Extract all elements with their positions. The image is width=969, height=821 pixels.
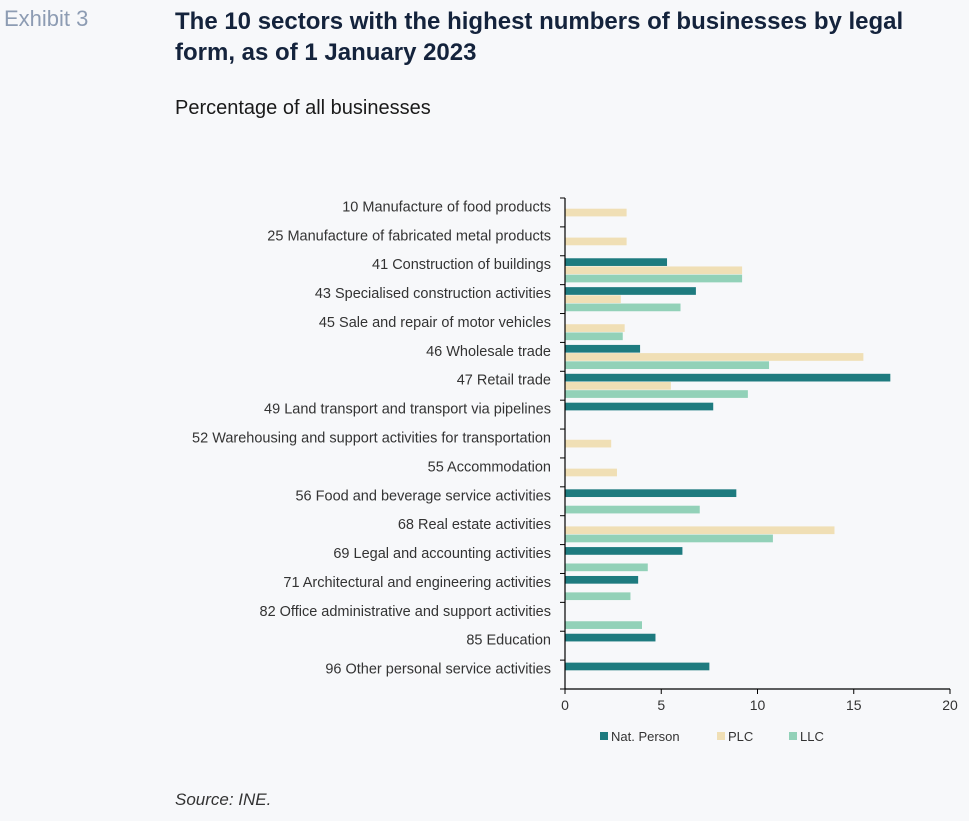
legend-swatch (789, 732, 797, 740)
legend-label: PLC (728, 729, 753, 744)
bar-llc-5 (565, 361, 770, 370)
category-label: 55 Accommodation (428, 459, 551, 475)
bar-plc-8 (565, 439, 612, 448)
bar-plc-11 (565, 526, 835, 535)
bar-llc-13 (565, 592, 631, 601)
bar-llc-11 (565, 534, 773, 543)
bar-plc-9 (565, 468, 617, 477)
bar-llc-14 (565, 621, 642, 629)
bar-llc-2 (565, 274, 743, 283)
bar-nat-person-16 (565, 662, 710, 671)
source-note: Source: INE. (175, 790, 272, 809)
x-tick-label: 5 (657, 697, 665, 713)
bar-llc-6 (565, 390, 748, 398)
category-label: 49 Land transport and transport via pipe… (264, 402, 551, 418)
category-label: 82 Office administrative and support act… (260, 604, 552, 620)
bar-nat-person-2 (565, 258, 668, 266)
bar-nat-person-15 (565, 633, 656, 642)
x-tick-label: 0 (561, 697, 569, 713)
legend-label: Nat. Person (611, 729, 680, 744)
bar-llc-3 (565, 303, 681, 312)
bar-llc-10 (565, 505, 700, 514)
bar-nat-person-7 (565, 402, 714, 411)
category-label: 43 Specialised construction activities (315, 286, 551, 302)
bar-plc-2 (565, 266, 743, 275)
x-tick-label: 20 (942, 697, 958, 713)
chart-title: The 10 sectors with the highest numbers … (175, 8, 904, 66)
bar-plc-0 (565, 208, 627, 217)
bar-plc-6 (565, 381, 671, 390)
category-label: 47 Retail trade (457, 373, 551, 389)
bar-nat-person-10 (565, 489, 737, 498)
bar-plc-5 (565, 353, 864, 361)
category-label: 68 Real estate activities (398, 517, 551, 533)
chart-subtitle: Percentage of all businesses (175, 97, 431, 119)
bar-plc-1 (565, 237, 627, 246)
bar-nat-person-13 (565, 575, 639, 584)
category-label: 41 Construction of buildings (372, 257, 551, 273)
bar-llc-4 (565, 332, 623, 341)
category-label: 69 Legal and accounting activities (333, 546, 551, 562)
category-label: 56 Food and beverage service activities (295, 488, 551, 504)
category-label: 46 Wholesale trade (426, 344, 551, 360)
bar-llc-12 (565, 563, 648, 572)
category-label: 85 Education (466, 633, 551, 649)
x-tick-label: 10 (750, 697, 766, 713)
category-label: 25 Manufacture of fabricated metal produ… (267, 228, 551, 244)
x-tick-label: 15 (846, 697, 862, 713)
category-label: 96 Other personal service activities (325, 662, 551, 678)
bar-nat-person-3 (565, 287, 696, 295)
category-label: 71 Architectural and engineering activit… (283, 575, 551, 591)
exhibit-label: Exhibit 3 (4, 6, 89, 31)
bar-plc-4 (565, 324, 625, 332)
category-label: 52 Warehousing and support activities fo… (192, 431, 551, 447)
bar-nat-person-5 (565, 344, 641, 353)
legend-swatch (600, 732, 608, 740)
legend-label: LLC (800, 729, 824, 744)
bar-nat-person-12 (565, 547, 683, 555)
legend-swatch (717, 732, 725, 740)
bar-nat-person-6 (565, 373, 891, 382)
category-label: 45 Sale and repair of motor vehicles (319, 315, 551, 331)
bar-plc-3 (565, 295, 621, 304)
category-label: 10 Manufacture of food products (342, 199, 551, 215)
